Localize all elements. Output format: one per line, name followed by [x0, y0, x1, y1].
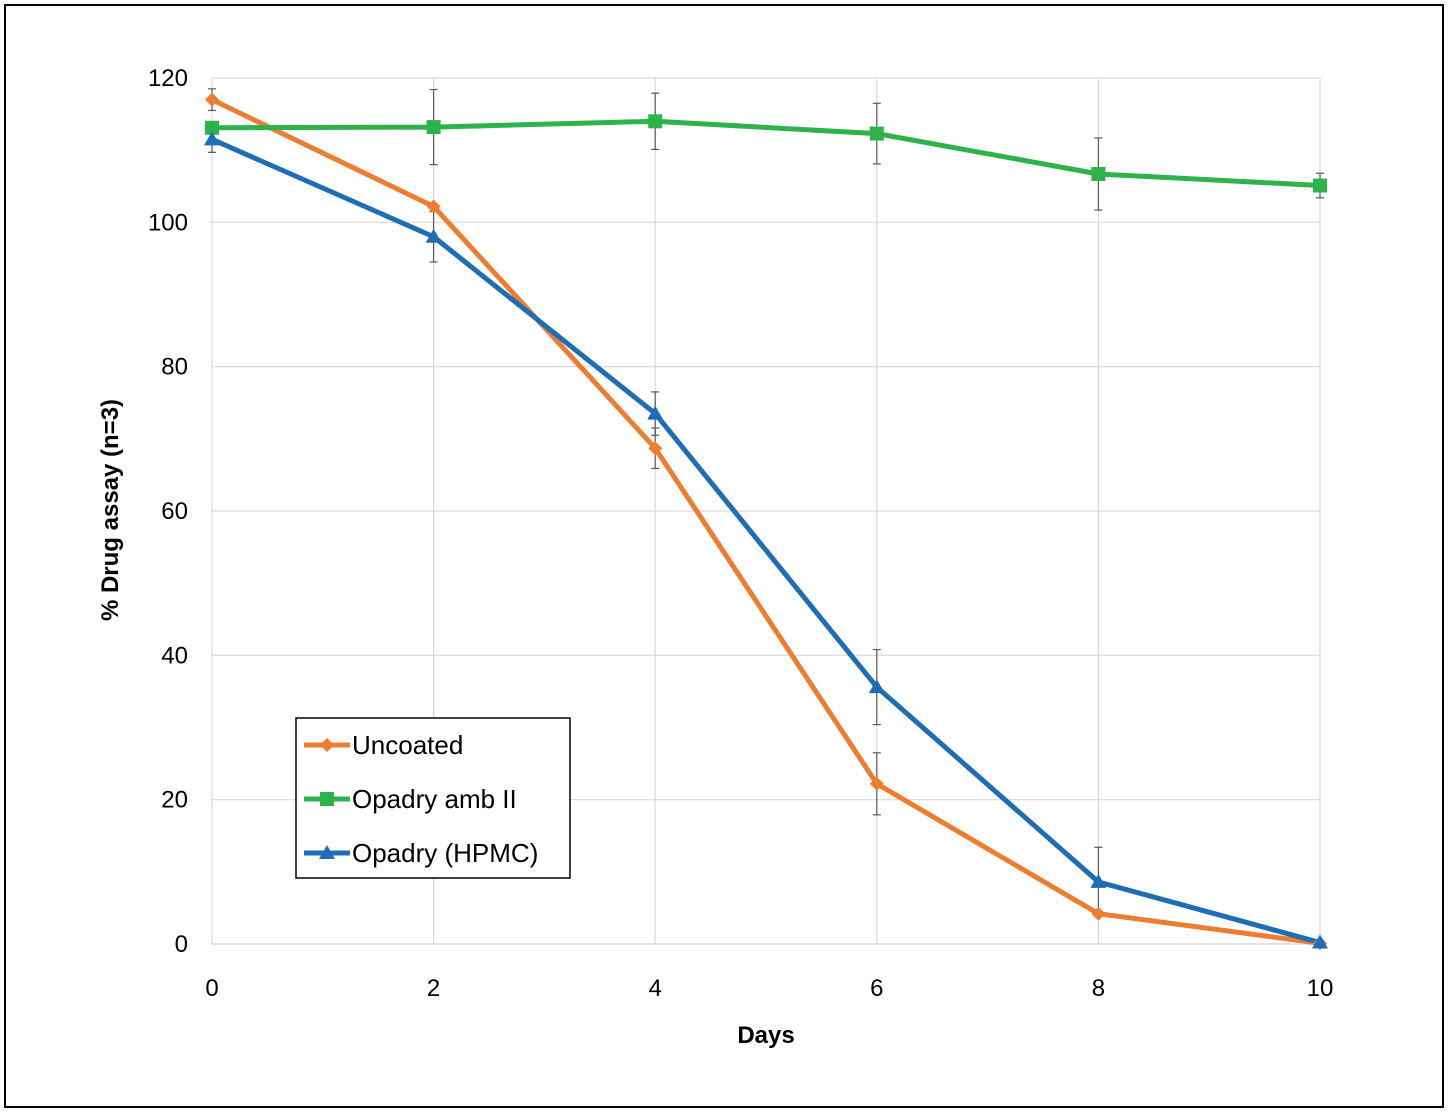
series-line-opadry-amb-ii	[209, 118, 1323, 189]
series-line-opadry-hpmc	[209, 136, 1323, 946]
y-tick-label: 60	[161, 498, 188, 525]
data-point-uncoated	[869, 776, 884, 791]
data-point-uncoated	[205, 92, 219, 107]
legend-item-opadry-hpmc: Opadry (HPMC)	[304, 838, 538, 868]
legend-marker	[320, 738, 334, 752]
data-point-opadry-amb-ii	[1313, 178, 1327, 193]
axes	[211, 78, 1320, 945]
data-point-opadry-hpmc	[204, 131, 220, 146]
x-tick-label: 4	[649, 975, 662, 1002]
legend-label: Uncoated	[352, 730, 463, 760]
series-line-uncoated	[209, 97, 1323, 946]
series-markers	[204, 92, 1328, 951]
data-point-uncoated	[1091, 906, 1106, 921]
series-lines	[209, 97, 1323, 946]
y-tick-label: 20	[161, 787, 188, 814]
legend-marker	[320, 792, 334, 806]
y-tick-label: 100	[148, 209, 188, 236]
data-point-opadry-amb-ii	[869, 126, 884, 141]
data-point-uncoated	[648, 441, 663, 456]
x-tick-label: 10	[1307, 975, 1334, 1002]
data-point-opadry-hpmc	[1312, 934, 1328, 949]
y-tick-label: 120	[148, 65, 188, 92]
y-axis-title: % Drug assay (n=3)	[97, 399, 124, 621]
x-tick-labels: 0 2 4 6 8 10	[205, 975, 1333, 1002]
legend-item-uncoated: Uncoated	[304, 730, 463, 760]
y-tick-label: 0	[175, 931, 188, 958]
legend: Uncoated Opadry amb II Opadry (HPMC)	[295, 717, 571, 879]
data-point-opadry-amb-ii	[205, 120, 219, 135]
data-point-opadry-amb-ii	[1091, 166, 1106, 181]
legend-label: Opadry amb II	[352, 784, 517, 814]
data-point-opadry-amb-ii	[648, 114, 663, 129]
y-tick-label: 80	[161, 354, 188, 381]
data-point-opadry-hpmc	[647, 405, 664, 420]
x-tick-label: 0	[205, 975, 218, 1002]
x-tick-label: 8	[1092, 975, 1105, 1002]
data-point-uncoated	[426, 199, 441, 214]
data-point-opadry-hpmc	[425, 228, 442, 243]
y-tick-labels: 0 20 40 60 80 100 120	[148, 65, 188, 958]
legend-label: Opadry (HPMC)	[352, 838, 538, 868]
x-axis-title: Days	[737, 1022, 794, 1049]
legend-marker	[319, 845, 335, 859]
data-point-opadry-amb-ii	[426, 120, 441, 135]
x-tick-label: 6	[870, 975, 883, 1002]
y-tick-label: 40	[161, 642, 188, 669]
x-tick-label: 2	[427, 975, 440, 1002]
data-point-opadry-hpmc	[868, 679, 885, 694]
data-point-opadry-hpmc	[1090, 873, 1107, 888]
legend-item-opadry-amb-ii: Opadry amb II	[304, 784, 517, 814]
